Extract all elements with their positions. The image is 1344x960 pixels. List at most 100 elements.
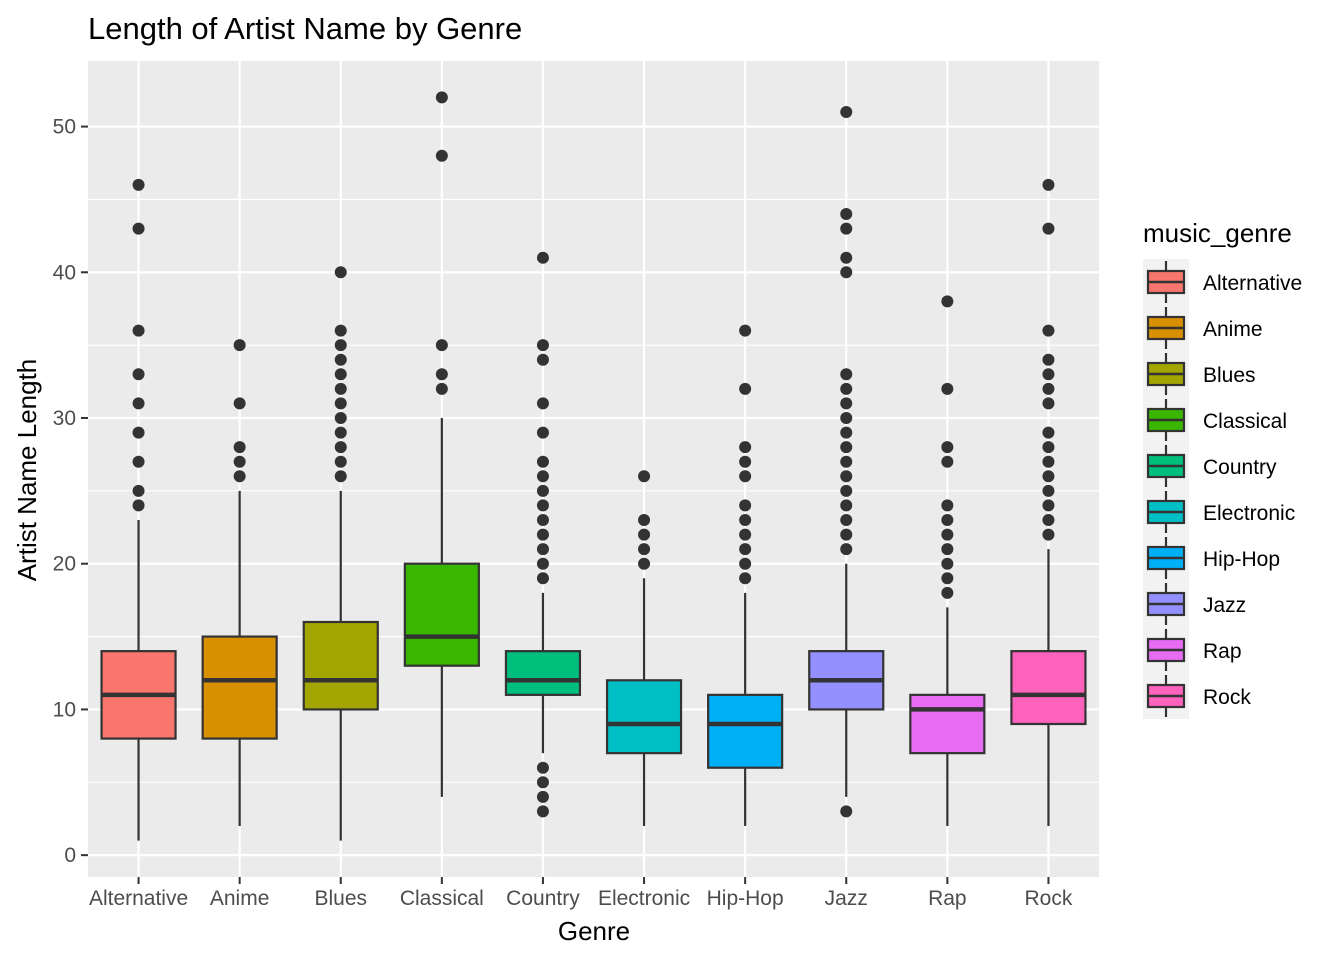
outlier-point — [840, 412, 853, 424]
outlier-point — [739, 382, 752, 395]
x-tick-label: Rock — [1025, 887, 1073, 910]
y-tick-label: 30 — [53, 407, 76, 430]
outlier-point — [435, 382, 448, 395]
outlier-point — [941, 499, 954, 512]
outlier-point — [435, 368, 448, 381]
outlier-point — [334, 353, 347, 366]
legend-item: Hip-Hop — [1146, 537, 1280, 579]
outlier-point — [233, 455, 246, 468]
legend-label: Alternative — [1203, 272, 1302, 295]
outlier-point — [1042, 397, 1055, 410]
outlier-point — [840, 499, 853, 512]
outlier-point — [233, 441, 246, 454]
chart-title: Length of Artist Name by Genre — [88, 11, 522, 46]
outlier-point — [1042, 222, 1055, 235]
outlier-point — [739, 499, 752, 512]
legend-item: Rock — [1146, 675, 1251, 717]
outlier-point — [840, 397, 853, 410]
outlier-point — [536, 499, 549, 512]
box — [504, 650, 582, 696]
boxplot-classical — [403, 91, 480, 797]
outlier-point — [536, 790, 549, 803]
outlier-point — [132, 178, 145, 191]
outlier-point — [1042, 499, 1055, 512]
outlier-point — [941, 557, 954, 570]
outlier-point — [941, 528, 954, 541]
boxplot-rap — [909, 295, 986, 826]
outlier-point — [435, 91, 448, 104]
y-tick-label: 0 — [64, 844, 76, 867]
legend-label: Rock — [1203, 686, 1251, 709]
legend-item: Blues — [1146, 353, 1256, 395]
outlier-point — [1042, 484, 1055, 497]
outlier-point — [1042, 514, 1055, 526]
outlier-point — [536, 776, 549, 789]
outlier-point — [435, 149, 448, 162]
boxplot-anime — [201, 339, 278, 826]
outlier-point — [1042, 324, 1055, 337]
box — [1010, 650, 1087, 726]
boxplot-electronic — [605, 470, 683, 826]
outlier-point — [334, 368, 347, 381]
x-axis: Alternative Anime Blues Classical Country Ele… — [89, 877, 1073, 910]
outlier-point — [840, 528, 853, 541]
boxplot-rock — [1010, 178, 1087, 826]
box — [403, 562, 480, 667]
boxplot-jazz — [808, 106, 885, 818]
outlier-point — [840, 208, 853, 220]
outlier-point — [1042, 455, 1055, 468]
legend-label: Electronic — [1203, 502, 1295, 525]
outlier-point — [334, 470, 347, 483]
boxplot-country — [504, 251, 582, 818]
legend-label: Anime — [1203, 318, 1263, 341]
outlier-point — [233, 397, 246, 410]
outlier-point — [536, 572, 549, 585]
outlier-point — [840, 543, 853, 556]
outlier-point — [941, 543, 954, 556]
legend-item: Classical — [1146, 399, 1287, 441]
y-tick-label: 40 — [53, 261, 76, 284]
legend-label: Rap — [1203, 640, 1242, 663]
y-tick-label: 20 — [53, 553, 76, 576]
outlier-point — [334, 339, 347, 352]
outlier-point — [638, 514, 651, 526]
outlier-point — [739, 528, 752, 541]
outlier-point — [536, 470, 549, 483]
x-tick-label: Alternative — [89, 887, 188, 910]
legend-item: Jazz — [1146, 583, 1246, 625]
x-tick-label: Country — [506, 887, 580, 910]
legend-item: Rap — [1146, 629, 1242, 671]
legend-item: Electronic — [1146, 491, 1295, 533]
legend-label: Classical — [1203, 410, 1287, 433]
outlier-point — [334, 455, 347, 468]
outlier-point — [536, 528, 549, 541]
outlier-point — [840, 484, 853, 497]
x-tick-label: Jazz — [825, 887, 868, 910]
outlier-point — [334, 266, 347, 279]
outlier-point — [1042, 528, 1055, 541]
outlier-point — [941, 295, 954, 308]
outlier-point — [1042, 382, 1055, 395]
outlier-point — [536, 543, 549, 556]
box — [909, 693, 986, 755]
outlier-point — [840, 266, 853, 279]
x-tick-label: Anime — [210, 887, 270, 910]
outlier-point — [941, 441, 954, 454]
outlier-point — [536, 397, 549, 410]
boxplot-alternative — [100, 178, 177, 841]
legend-label: Country — [1203, 456, 1277, 479]
outlier-point — [739, 441, 752, 454]
outlier-point — [1042, 178, 1055, 191]
legend-item: Alternative — [1146, 261, 1302, 303]
outlier-point — [536, 339, 549, 352]
outlier-point — [840, 251, 853, 264]
outlier-point — [739, 324, 752, 337]
legend-item: Country — [1146, 445, 1277, 487]
outlier-point — [1042, 426, 1055, 439]
outlier-point — [840, 470, 853, 483]
outlier-point — [536, 455, 549, 468]
outlier-point — [840, 805, 853, 818]
outlier-point — [132, 455, 145, 468]
